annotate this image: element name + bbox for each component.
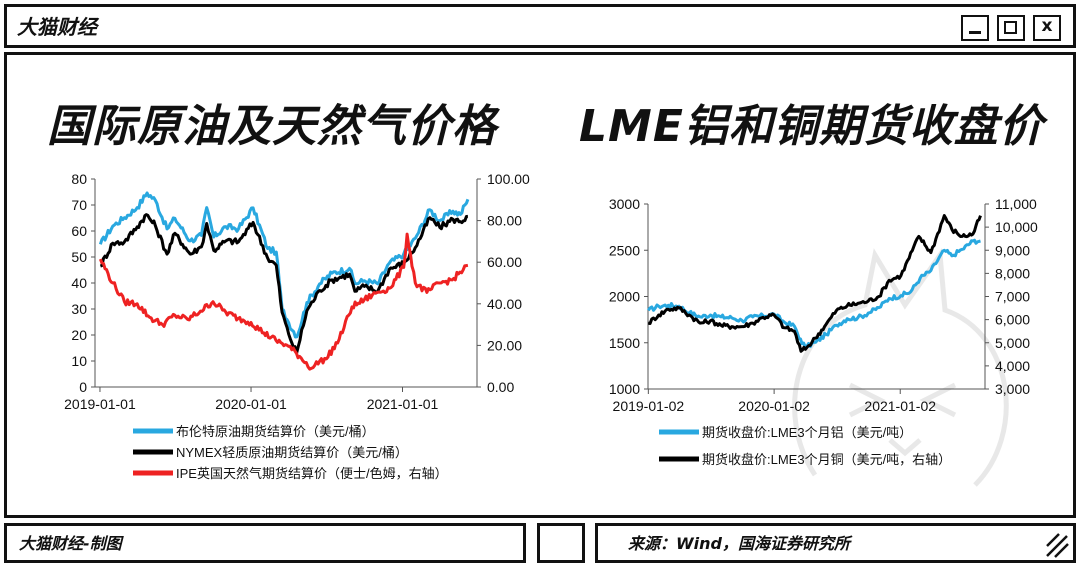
- lme-left-tick-label: 3000: [609, 196, 640, 212]
- oil-right-tick-label: 0.00: [487, 379, 514, 395]
- lme-series-line-1: [647, 214, 982, 353]
- maximize-icon: [1004, 21, 1017, 34]
- oil-x-tick-label: 2020-01-01: [215, 396, 287, 412]
- lme-series-line-0: [647, 238, 981, 349]
- lme-right-tick-label: 9,000: [995, 242, 1030, 258]
- lme-right-tick-label: 3,000: [995, 381, 1030, 397]
- oil-left-tick-label: 80: [71, 171, 87, 187]
- minimize-button[interactable]: [961, 15, 989, 41]
- lme-x-tick-label: 2021-01-02: [864, 398, 936, 414]
- source-bar: 来源：Wind，国海证券研究所: [595, 523, 1076, 563]
- oil-left-tick-label: 20: [71, 327, 87, 343]
- lme-x-tick-label: 2020-01-02: [738, 398, 810, 414]
- lme-right-tick-label: 7,000: [995, 289, 1030, 305]
- lme-left-tick-label: 2500: [609, 242, 640, 258]
- minimize-icon: [969, 31, 981, 34]
- oil-left-tick-label: 70: [71, 197, 87, 213]
- oil-left-tick-label: 0: [79, 379, 87, 395]
- cat-watermark-icon: [792, 247, 1009, 487]
- hatch-decoration-icon: [1046, 533, 1069, 558]
- lme-x-tick-label: 2019-01-02: [613, 398, 685, 414]
- source-label: 来源：Wind，国海证券研究所: [628, 534, 850, 553]
- oil-left-tick-label: 50: [71, 249, 87, 265]
- lme-right-tick-label: 6,000: [995, 312, 1030, 328]
- oil-left-tick-label: 10: [71, 353, 87, 369]
- title-bar: 大猫财经 x: [4, 4, 1076, 48]
- oil-left-tick-label: 40: [71, 275, 87, 291]
- maximize-button[interactable]: [997, 15, 1025, 41]
- lme-left-tick-label: 1500: [609, 335, 640, 351]
- oil-series-line-2: [99, 232, 469, 371]
- spacer-box: [537, 523, 585, 563]
- oil-x-tick-label: 2019-01-01: [64, 396, 136, 412]
- lme-right-tick-label: 5,000: [995, 335, 1030, 351]
- lme-left-tick-label: 2000: [609, 289, 640, 305]
- oil-legend-label-0: 布伦特原油期货结算价（美元/桶）: [176, 424, 375, 439]
- lme-right-tick-label: 10,000: [995, 219, 1038, 235]
- close-icon: x: [1041, 16, 1053, 36]
- oil-right-tick-label: 60.00: [487, 254, 522, 270]
- lme-right-tick-label: 4,000: [995, 358, 1030, 374]
- oil-left-tick-label: 60: [71, 223, 87, 239]
- lme-chart: 1000 1500 2000 2500 3000 3,000 4,000 5,000 6,000…: [609, 196, 1038, 467]
- close-button[interactable]: x: [1033, 15, 1061, 41]
- oil-gas-chart: 0 10 20 30 40 50 60 70 80 0.00 20.00 40.00 60.00 80.0…: [64, 171, 530, 481]
- lme-right-tick-label: 8,000: [995, 265, 1030, 281]
- lme-legend-label-1: 期货收盘价:LME3个月铜（美元/吨，右轴）: [702, 452, 951, 467]
- chart-title-oil-gas: 国际原油及天然气价格: [47, 101, 497, 152]
- oil-right-tick-label: 100.00: [487, 171, 530, 187]
- oil-legend-label-2: IPE英国天然气期货结算价（便士/色姆，右轴）: [176, 466, 448, 481]
- window-title: 大猫财经: [17, 15, 97, 39]
- lme-right-tick-label: 11,000: [995, 196, 1037, 212]
- oil-series-line-1: [99, 213, 468, 355]
- oil-right-tick-label: 40.00: [487, 296, 522, 312]
- oil-legend-label-1: NYMEX轻质原油期货结算价（美元/桶）: [176, 445, 408, 460]
- lme-left-tick-label: 1000: [609, 381, 640, 397]
- oil-right-tick-label: 20.00: [487, 337, 522, 353]
- oil-right-tick-label: 80.00: [487, 213, 522, 229]
- oil-left-tick-label: 30: [71, 301, 87, 317]
- oil-x-tick-label: 2021-01-01: [367, 396, 439, 412]
- credit-bar: 大猫财经-制图: [4, 523, 526, 563]
- lme-legend-label-0: 期货收盘价:LME3个月铝（美元/吨）: [702, 425, 912, 440]
- chart-panel: 国际原油及天然气价格 LME铝和铜期货收盘价 0 10 20 30 40 50 60 70 80…: [4, 52, 1076, 518]
- chart-title-lme: LME铝和铜期货收盘价: [579, 101, 1044, 152]
- credit-label: 大猫财经-制图: [19, 534, 122, 553]
